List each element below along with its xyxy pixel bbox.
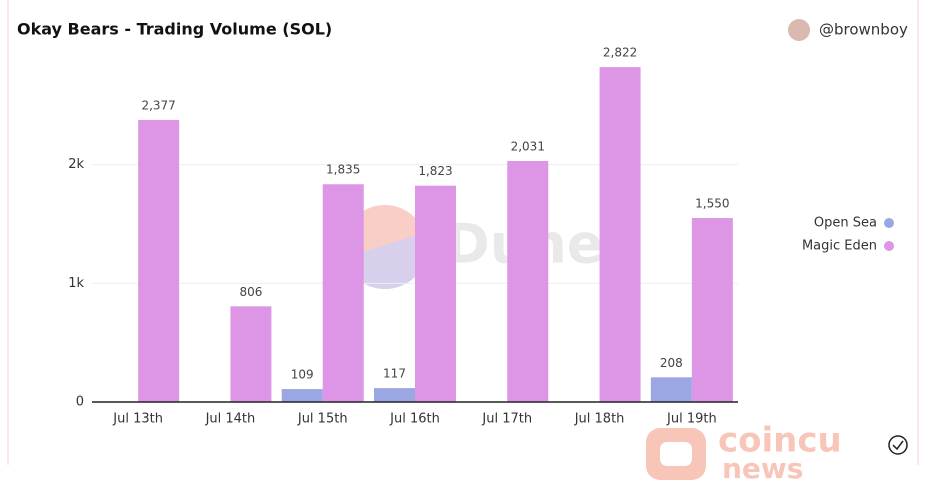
bar xyxy=(322,184,364,402)
legend-label: Magic Eden xyxy=(802,239,877,254)
bar xyxy=(507,160,549,402)
bar xyxy=(281,389,323,402)
watermark: coincu xyxy=(718,421,842,461)
y-tick-label: 1k xyxy=(68,276,84,291)
x-tick-label: Jul 13th xyxy=(112,412,163,427)
y-tick-label: 2k xyxy=(68,157,84,172)
bar xyxy=(415,185,456,402)
value-label: 2,031 xyxy=(511,139,545,153)
chart-title: Okay Bears - Trading Volume (SOL) xyxy=(17,20,332,39)
bar xyxy=(374,388,415,402)
x-tick-label: Jul 17th xyxy=(481,412,532,427)
check-icon[interactable] xyxy=(888,435,908,455)
legend-swatch xyxy=(884,218,894,228)
dune-watermark: Dune xyxy=(343,205,603,289)
watermark: news xyxy=(722,452,803,485)
x-tick-label: Jul 14th xyxy=(205,412,256,427)
value-label: 208 xyxy=(660,356,683,370)
x-tick-label: Jul 18th xyxy=(574,412,625,427)
value-label: 109 xyxy=(291,368,314,382)
author: @brownboy xyxy=(819,21,908,39)
bar xyxy=(691,218,733,402)
bar xyxy=(599,67,641,402)
value-label: 806 xyxy=(239,285,262,299)
x-tick-label: Jul 16th xyxy=(389,412,440,427)
value-label: 2,822 xyxy=(603,46,637,60)
avatar xyxy=(788,19,810,41)
value-label: 2,377 xyxy=(141,98,175,112)
coincu-logo-inner xyxy=(660,442,692,466)
bar xyxy=(230,306,272,402)
y-tick-label: 0 xyxy=(76,395,84,410)
coincu-watermark: coincu news xyxy=(646,421,842,485)
x-tick-label: Jul 19th xyxy=(666,412,717,427)
legend-label: Open Sea xyxy=(814,216,877,231)
legend-swatch xyxy=(884,241,894,251)
dune-logo-lower xyxy=(343,232,429,289)
value-label: 117 xyxy=(383,367,406,381)
bar xyxy=(138,119,180,403)
value-label: 1,550 xyxy=(695,197,729,211)
value-label: 1,823 xyxy=(418,164,452,178)
bar xyxy=(650,377,692,402)
x-tick-label: Jul 15th xyxy=(297,412,348,427)
value-label: 1,835 xyxy=(326,163,360,177)
